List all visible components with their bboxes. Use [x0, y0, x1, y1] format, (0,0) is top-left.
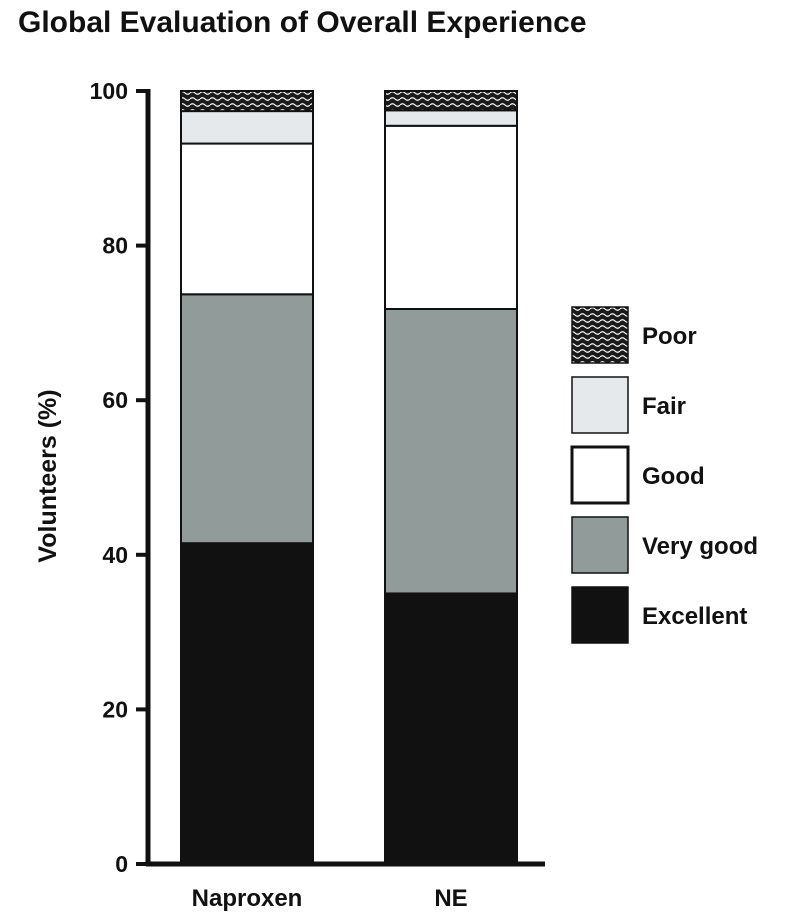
- legend: Poor Fair Good Very good Excellent: [570, 306, 758, 644]
- bar-segment-naproxen-fair: [180, 110, 314, 145]
- bar-segment-naproxen-poor: [180, 90, 314, 113]
- legend-swatch-poor: [571, 306, 629, 364]
- legend-label-poor: Poor: [642, 323, 697, 350]
- legend-swatch-good: [570, 445, 630, 505]
- x-tick-label-ne: NE: [434, 885, 467, 912]
- legend-swatch-excellent: [571, 586, 629, 644]
- plot-area: Naproxen NE 0 20 40 60 80 100: [90, 78, 545, 912]
- bar-segment-ne-excellent: [384, 592, 518, 865]
- y-tick-label-80: 80: [102, 233, 128, 259]
- legend-swatch-very-good: [571, 516, 629, 574]
- y-axis-label: Volunteers (%): [34, 389, 62, 562]
- legend-label-good: Good: [642, 463, 705, 490]
- bar-segment-ne-good: [384, 124, 518, 310]
- bar-segment-naproxen-good: [180, 142, 314, 296]
- legend-label-fair: Fair: [642, 393, 686, 420]
- legend-swatch-fair: [571, 376, 629, 434]
- bar-segment-ne-very-good: [384, 307, 518, 595]
- bar-segment-ne-poor: [384, 90, 518, 112]
- y-tick-label-0: 0: [115, 851, 128, 877]
- y-tick-label-40: 40: [102, 542, 128, 568]
- y-tick-label-100: 100: [90, 78, 128, 104]
- bar-segment-naproxen-very-good: [180, 293, 314, 545]
- x-tick-label-naproxen: Naproxen: [192, 885, 303, 912]
- bar-segment-naproxen-excellent: [180, 542, 314, 866]
- legend-label-very-good: Very good: [642, 533, 758, 560]
- y-tick-label-60: 60: [102, 387, 128, 413]
- legend-label-excellent: Excellent: [642, 603, 747, 630]
- chart-title: Global Evaluation of Overall Experience: [18, 6, 587, 39]
- bar-segment-ne-fair: [384, 109, 518, 127]
- y-tick-label-20: 20: [102, 696, 128, 722]
